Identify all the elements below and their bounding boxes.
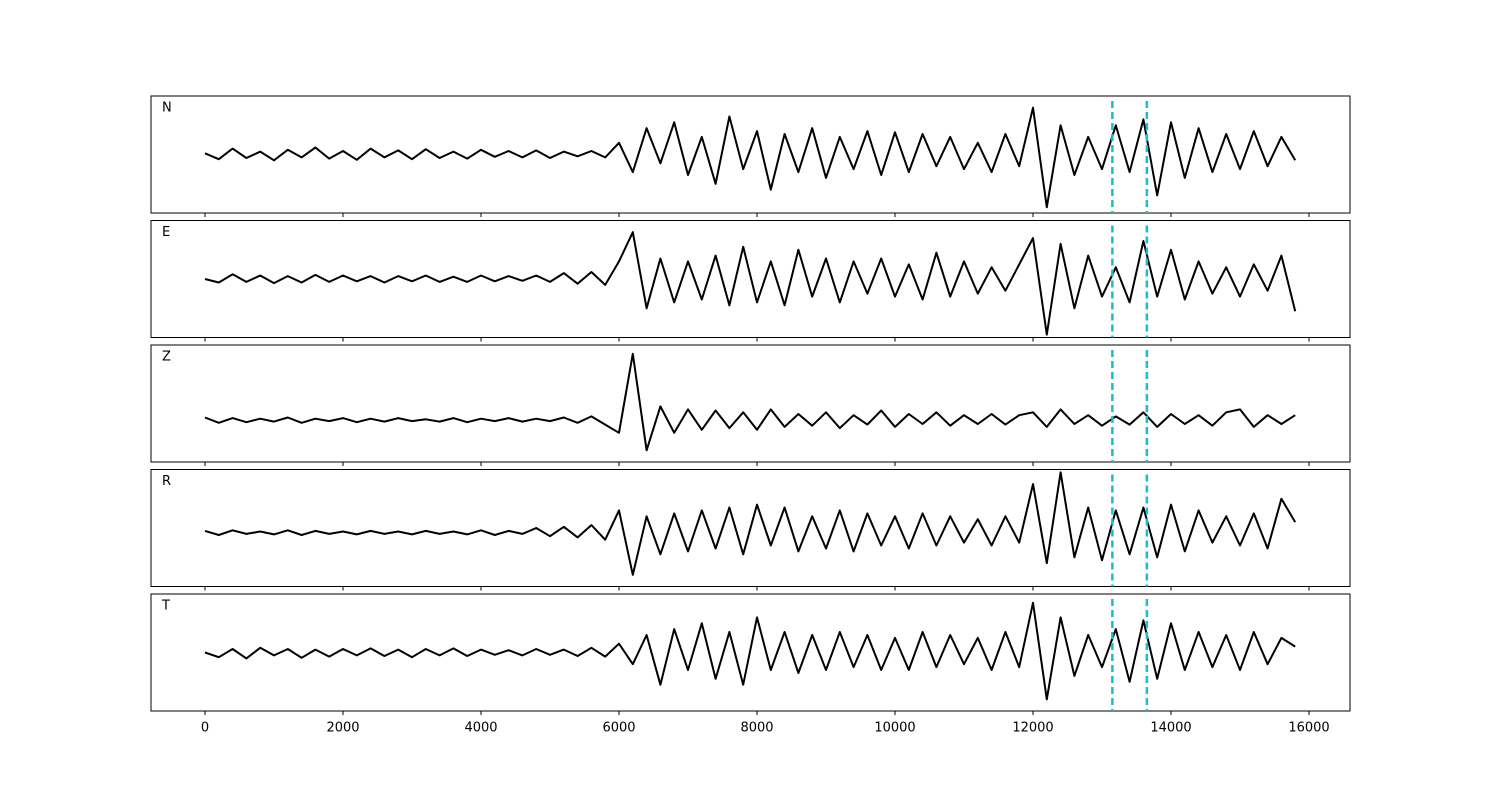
x-tick-label: 4000: [464, 721, 497, 736]
x-tick-label: 8000: [740, 721, 773, 736]
panel-label: E: [162, 225, 170, 240]
trace-line: [204, 352, 1296, 452]
x-tick-label: 16000: [1288, 721, 1329, 736]
trace-line: [204, 471, 1297, 576]
panel-frame: [150, 220, 1351, 338]
panel-frame: [150, 344, 1351, 463]
panel-frame: [150, 95, 1351, 214]
x-tick-label: 2000: [326, 721, 359, 736]
panel-label: R: [162, 474, 171, 489]
x-tick-label: 12000: [1012, 721, 1053, 736]
trace-line: [204, 601, 1296, 701]
trace-line: [204, 231, 1297, 336]
x-tick-label: 10000: [874, 721, 915, 736]
panel-frame: [150, 593, 1351, 712]
trace-line: [204, 106, 1297, 209]
x-tick-label: 14000: [1150, 721, 1191, 736]
panel-label: T: [161, 599, 170, 614]
panel-frame: [150, 469, 1351, 587]
panel-label: Z: [162, 350, 171, 365]
x-tick-label: 0: [201, 721, 209, 736]
x-tick-label: 6000: [602, 721, 635, 736]
panel-label: N: [162, 101, 172, 116]
